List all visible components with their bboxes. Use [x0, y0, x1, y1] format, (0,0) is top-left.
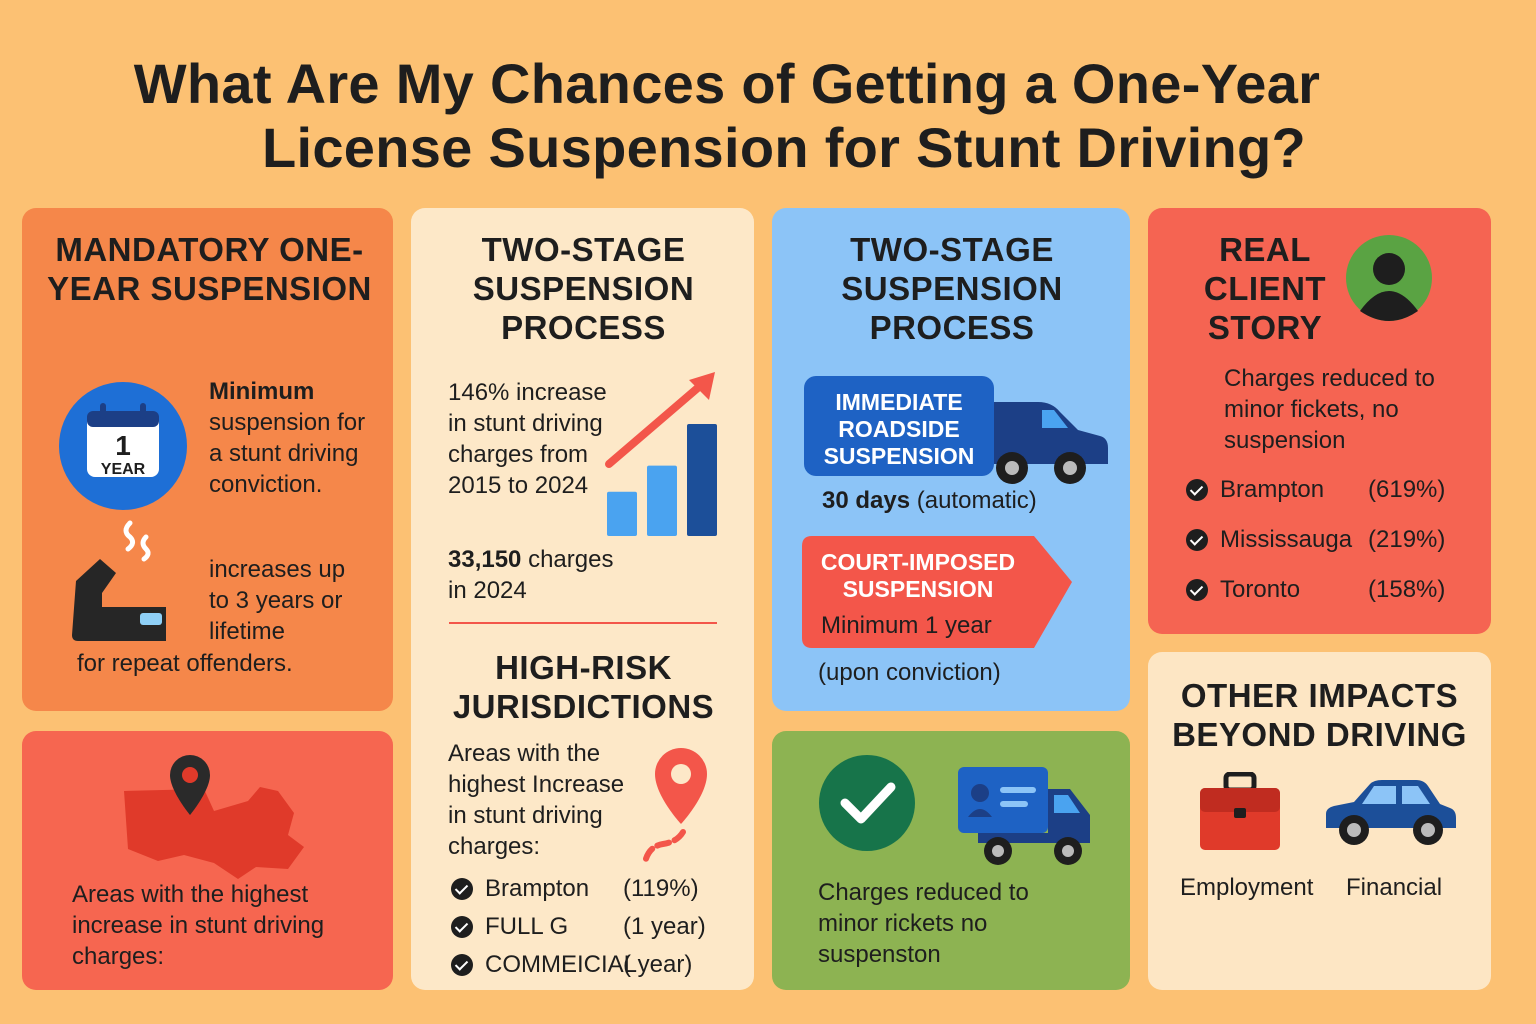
client-area-item: Mississauga (219%)	[1186, 526, 1445, 554]
chart-bar-1	[607, 491, 637, 536]
jurisdiction-name: FULL G	[485, 913, 569, 940]
client-area-value: (619%)	[1368, 476, 1446, 503]
jurisdiction-item: FULL G (1 year)	[451, 913, 706, 941]
minimum-rest: suspension for a stunt driving convictio…	[209, 409, 366, 498]
immediate-label: IMMEDIATE ROADSIDE SUSPENSION	[823, 389, 975, 469]
client-text: Charges reduced to minor fickets, no sus…	[1224, 365, 1435, 454]
immediate-days-text: 30 days (automatic)	[822, 485, 1122, 516]
process-card: TWO-STAGE SUSPENSION PROCESS IMMEDIATE R…	[772, 208, 1130, 711]
growth-arrow-line	[605, 376, 711, 468]
section-divider	[449, 622, 717, 624]
process-heading: TWO-STAGE SUSPENSION PROCESS	[841, 231, 1063, 346]
court-note: (upon conviction)	[818, 659, 1001, 686]
client-area-value: (158%)	[1368, 576, 1446, 603]
client-area-name: Mississauga	[1220, 526, 1353, 553]
checkmark-icon	[819, 755, 915, 851]
outcome-card: Charges reduced to minor rickets no susp…	[772, 731, 1130, 990]
title-line-2: License Suspension for Stunt Driving?	[261, 116, 1307, 179]
client-area-value: (219%)	[1368, 526, 1446, 553]
truck-icon	[982, 384, 1112, 484]
jurisdiction-value: ( year)	[623, 951, 693, 978]
areas-card: Areas with the highest increase in stunt…	[22, 731, 393, 990]
minimum-suspension-text: Minimum suspension for a stunt driving c…	[209, 376, 369, 500]
mandatory-suspension-card: MANDATORY ONE-YEAR SUSPENSION 1 YEAR Min…	[22, 208, 393, 711]
client-heading: REAL CLIENT STORY	[1203, 231, 1327, 346]
jurisdiction-name: COMMEICIAL	[485, 951, 638, 978]
check-icon	[1186, 529, 1208, 551]
chart-bar-2	[647, 465, 677, 536]
ontario-map-icon	[118, 751, 318, 881]
jurisdictions-text: Areas with the highest Increase in stunt…	[448, 740, 625, 860]
jurisdiction-name: Brampton	[485, 875, 590, 902]
court-suspension-banner	[802, 536, 1074, 648]
outcome-text: Charges reduced to minor rickets no susp…	[818, 879, 1029, 968]
avatar	[1346, 235, 1432, 321]
stats-heading: TWO-STAGE SUSPENSION PROCESS	[472, 231, 695, 346]
check-icon	[1186, 479, 1208, 501]
impacts-card: OTHER IMPACTS BEYOND DRIVING Employment …	[1148, 652, 1491, 990]
jurisdiction-item: COMMEICIAL( year)	[451, 951, 692, 979]
client-area-item: Toronto (158%)	[1186, 576, 1445, 604]
chart-bar-3	[687, 424, 717, 536]
charges-year: in 2024	[448, 577, 527, 604]
jurisdictions-heading: HIGH-RISK JURISDICTIONS	[452, 649, 715, 725]
svg-text:YEAR: YEAR	[101, 461, 146, 478]
smoking-vehicle-icon	[72, 513, 172, 643]
jurisdiction-value: (1 year)	[623, 913, 706, 940]
increase-stat-text: 146% increase in stunt driving charges f…	[448, 379, 607, 499]
mandatory-heading: MANDATORY ONE-YEAR SUSPENSION	[47, 231, 372, 307]
growth-bar-chart	[605, 372, 717, 536]
court-minimum: Minimum 1 year	[821, 612, 992, 639]
client-area-name: Brampton	[1220, 476, 1325, 503]
client-area-name: Toronto	[1220, 576, 1301, 603]
growth-arrow-head	[689, 372, 715, 400]
jurisdiction-item: Brampton (119%)	[451, 875, 699, 903]
briefcase-icon	[1198, 772, 1282, 852]
immediate-suspension-banner: IMMEDIATE ROADSIDE SUSPENSION	[804, 376, 994, 476]
charges-label: charges	[521, 546, 614, 573]
check-icon	[451, 954, 473, 976]
client-area-item: Brampton (619%)	[1186, 476, 1445, 504]
charges-2024-text: 33,150 charges in 2024	[448, 544, 668, 606]
immediate-days-bold: 30 days	[822, 487, 911, 514]
minimum-bold: Minimum	[209, 378, 315, 405]
impacts-heading: OTHER IMPACTS BEYOND DRIVING	[1172, 677, 1467, 753]
jurisdiction-value: (119%)	[623, 875, 699, 902]
immediate-days-rest: (automatic)	[910, 487, 1037, 514]
page-title: What Are My Chances of Getting a One-Yea…	[0, 52, 1536, 180]
check-icon	[1186, 579, 1208, 601]
check-icon	[451, 878, 473, 900]
title-line-1: What Are My Chances of Getting a One-Yea…	[133, 52, 1321, 115]
check-icon	[451, 916, 473, 938]
location-pin-icon	[637, 744, 727, 874]
stats-card: TWO-STAGE SUSPENSION PROCESS 146% increa…	[411, 208, 754, 990]
financial-label: Financial	[1346, 874, 1443, 901]
charges-number: 33,150	[448, 546, 522, 573]
client-story-card: REAL CLIENT STORY Charges reduced to min…	[1148, 208, 1491, 634]
car-icon	[1320, 778, 1460, 848]
calendar-icon: 1 YEAR	[58, 381, 188, 511]
increase-text: increases up to 3 years or lifetime	[209, 556, 346, 645]
employment-label: Employment	[1180, 874, 1314, 901]
repeat-offenders-text: for repeat offenders.	[77, 650, 293, 677]
areas-text: Areas with the highest increase in stunt…	[72, 881, 325, 970]
svg-text:1: 1	[115, 430, 131, 461]
court-label: COURT-IMPOSED SUSPENSION	[820, 549, 1016, 602]
license-truck-icon	[956, 765, 1096, 869]
